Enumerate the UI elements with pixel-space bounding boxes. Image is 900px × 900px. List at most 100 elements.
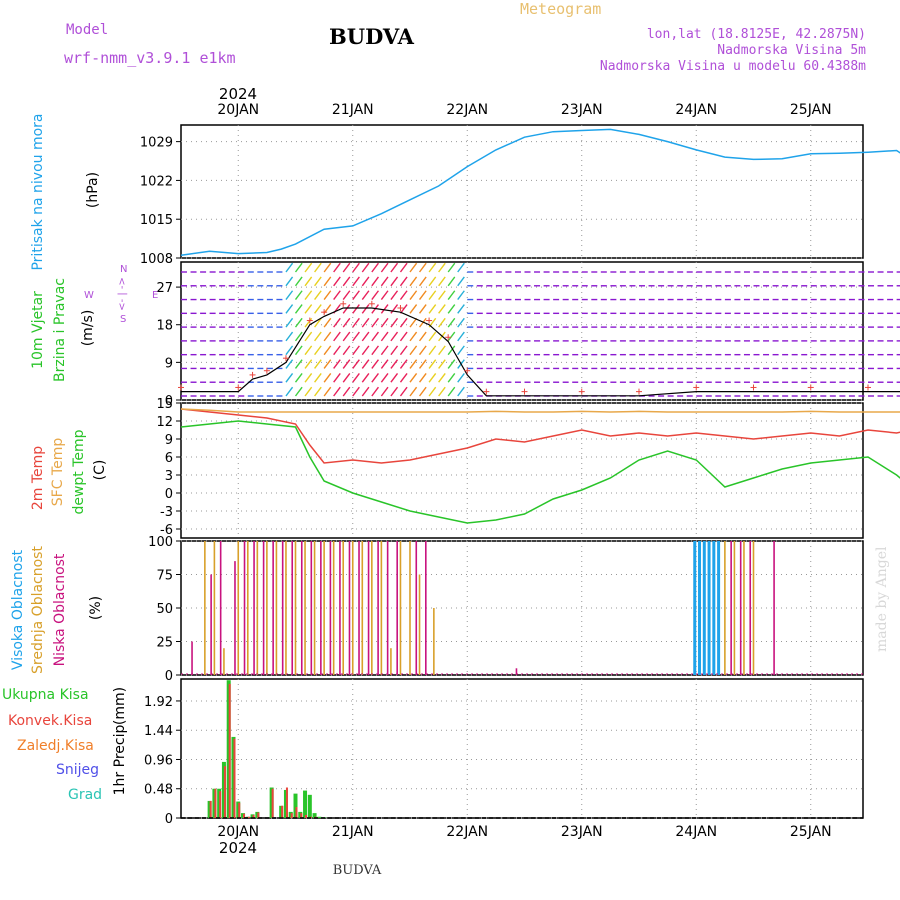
wind-barb-0-52 — [428, 262, 437, 273]
wind-barb-7-40 — [371, 359, 379, 369]
wind-barb-4-30 — [323, 317, 332, 328]
temp-series-1 — [180, 408, 900, 413]
legend-konvek: Konvek.Kisa — [8, 713, 92, 729]
wind-barb-8-52 — [428, 373, 437, 383]
lonlat-text: lon,lat (18.8125E, 42.2875N) — [647, 27, 866, 42]
cloud-labels: Visoka Oblacnost Srednja Oblacnost Niska… — [10, 546, 104, 674]
pressure-line — [180, 128, 900, 256]
wind-barb-1-46 — [399, 276, 408, 287]
wind-barb-8-58 — [457, 373, 465, 383]
model-name: wrf-nmm_v3.9.1 e1km — [64, 49, 236, 67]
ytick-label-2-0: 15 — [156, 397, 173, 412]
wind-barb-7-22 — [285, 359, 294, 369]
wind-barb-4-32 — [333, 317, 341, 328]
wind-barb-8-26 — [304, 373, 313, 383]
pressure-ylabel: Pritisak na nivou mora — [30, 113, 46, 270]
ytick-label-3-1: 25 — [156, 636, 173, 651]
wind-barb-8-38 — [361, 373, 370, 383]
wind-barb-2-52 — [428, 290, 437, 300]
ytick-label-1-1: 9 — [165, 356, 173, 371]
wind-barb-2-32 — [333, 290, 341, 300]
wind-barb-2-40 — [371, 290, 379, 300]
precip-bar-1-2 — [219, 791, 222, 818]
ytick-label-0-0: 1008 — [140, 252, 173, 267]
wind-barb-7-26 — [304, 359, 313, 369]
plot-layer: 20JAN 20JAN 21JAN 21JAN 22JAN 22JAN 23JAN 23JAN… — [140, 102, 900, 840]
wind-barb-9-26 — [304, 386, 313, 397]
wind-barb-4-48 — [409, 317, 418, 328]
wind-barb-2-26 — [304, 290, 313, 300]
wind-barb-0-36 — [352, 262, 360, 273]
wind-barb-8-42 — [380, 373, 389, 383]
wind-barb-5-32 — [333, 331, 341, 342]
wind-barb-0-26 — [304, 262, 313, 273]
wind-barb-2-56 — [447, 290, 456, 300]
xtick-top-0: 20JAN — [217, 102, 259, 118]
wind-barb-0-56 — [447, 262, 456, 273]
ytick-label-2-5: 0 — [165, 487, 173, 502]
wind-barb-1-30 — [323, 276, 332, 287]
wind-barb-7-38 — [361, 359, 370, 369]
wind-barb-8-56 — [447, 373, 456, 383]
ytick-label-4-3: 1.44 — [144, 724, 173, 739]
panel-frame-1 — [180, 261, 864, 401]
wind-barb-8-44 — [390, 373, 399, 383]
wind-barb-4-46 — [399, 317, 408, 328]
wind-barb-7-32 — [333, 359, 341, 369]
elevation-model-text: Nadmorska Visina u modelu 60.4388m — [600, 59, 866, 74]
wind-barb-9-28 — [314, 386, 322, 397]
wind-barb-1-48 — [409, 276, 418, 287]
wind-barb-3-22 — [285, 304, 294, 314]
precip-bar-1-14 — [290, 813, 293, 818]
wind-barb-7-24 — [294, 359, 303, 369]
ytick-label-4-2: 0.96 — [144, 753, 173, 768]
wind-barb-5-24 — [294, 331, 303, 342]
xtick-top-3: 23JAN — [561, 102, 603, 118]
ytick-label-1-2: 18 — [156, 319, 173, 334]
wind-barb-8-36 — [352, 373, 360, 383]
wind-barb-6-36 — [352, 345, 360, 356]
xtick-top-4: 24JAN — [675, 102, 717, 118]
ytick-label-1-0: 0 — [165, 394, 173, 409]
wind-barb-6-44 — [390, 345, 399, 356]
wind-barb-5-28 — [314, 331, 322, 342]
station-title: BUDVA — [329, 24, 415, 49]
wind-barb-6-26 — [304, 345, 313, 356]
wind-barb-1-24 — [294, 276, 303, 287]
ytick-label-3-2: 50 — [156, 602, 173, 617]
wind-legend-e: E — [152, 290, 158, 301]
wind-barb-3-28 — [314, 304, 322, 314]
wind-barb-5-52 — [428, 331, 437, 342]
wind-barb-2-44 — [390, 290, 399, 300]
wind-barb-4-56 — [447, 317, 456, 328]
wind-barb-8-34 — [342, 373, 351, 383]
wind-barb-3-24 — [294, 304, 303, 314]
wind-barb-6-48 — [409, 345, 418, 356]
wind-barb-5-22 — [285, 331, 294, 342]
legend-zaledj: Zaledj.Kisa — [17, 738, 94, 754]
precip-bar-1-5 — [233, 738, 236, 818]
temp-ylabel: 2m Temp — [30, 446, 46, 510]
wind-barb-4-54 — [438, 317, 446, 328]
wind-barb-7-54 — [438, 359, 446, 369]
wind-barb-5-56 — [447, 331, 456, 342]
elevation-text: Nadmorska Visina 5m — [717, 43, 866, 58]
temp-ylabel-sub: SFC Temp — [50, 438, 66, 507]
wind-barb-6-24 — [294, 345, 303, 356]
wind-barb-5-50 — [418, 331, 427, 342]
legend-ukupna: Ukupna Kisa — [2, 687, 89, 703]
wind-barb-5-36 — [352, 331, 360, 342]
ytick-label-2-4: 3 — [165, 469, 173, 484]
ytick-label-4-1: 0.48 — [144, 783, 173, 798]
wind-barb-5-44 — [390, 331, 399, 342]
pressure-unit: (hPa) — [85, 172, 101, 208]
wind-barb-8-48 — [409, 373, 418, 383]
wind-barb-9-22 — [285, 386, 294, 397]
wind-barb-3-58 — [457, 304, 465, 314]
ytick-label-3-3: 75 — [156, 569, 173, 584]
legend-grad: Grad — [68, 787, 102, 803]
precip-bar-1-17 — [305, 814, 308, 818]
wind-barb-4-24 — [294, 317, 303, 328]
wind-barb-3-46 — [399, 304, 408, 314]
xtick-bottom-2: 22JAN — [446, 824, 488, 840]
